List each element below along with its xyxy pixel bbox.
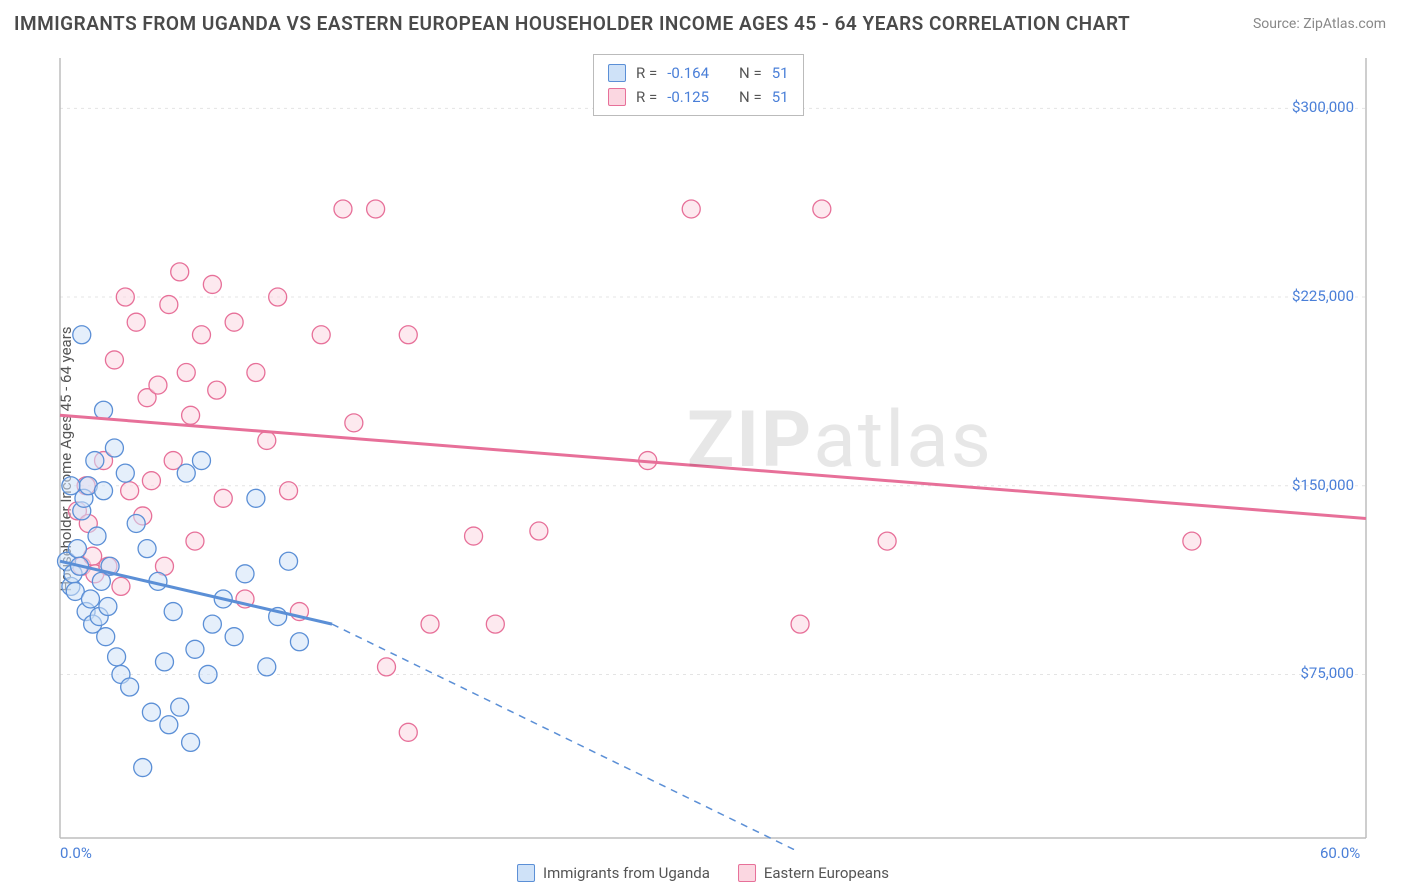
- legend-label-uganda: Immigrants from Uganda: [543, 864, 710, 882]
- y-tick-label: $300,000: [1292, 98, 1354, 116]
- legend-item-uganda: Immigrants from Uganda: [517, 864, 710, 882]
- stats-row-uganda: R = -0.164 N = 51: [608, 61, 789, 85]
- legend-item-eastern: Eastern Europeans: [738, 864, 889, 882]
- x-tick-min: 0.0%: [60, 844, 92, 862]
- stats-n-label: N =: [739, 61, 762, 85]
- legend-swatch-eastern: [738, 864, 756, 882]
- series-legend: Immigrants from Uganda Eastern Europeans: [517, 864, 889, 882]
- stats-r-label: R =: [636, 85, 657, 109]
- legend-swatch-uganda: [517, 864, 535, 882]
- y-tick-label: $150,000: [1292, 476, 1354, 494]
- source-link[interactable]: ZipAtlas.com: [1303, 16, 1386, 32]
- scatter-plot-svg: [50, 50, 1388, 850]
- stats-n-value-uganda: 51: [772, 61, 789, 85]
- source-label: Source:: [1253, 16, 1300, 32]
- stats-r-value-uganda: -0.164: [667, 61, 709, 85]
- x-tick-max: 60.0%: [1320, 844, 1360, 862]
- stats-swatch-eastern: [608, 88, 626, 106]
- chart-title: IMMIGRANTS FROM UGANDA VS EASTERN EUROPE…: [14, 12, 1130, 35]
- stats-n-label: N =: [739, 85, 762, 109]
- stats-r-value-eastern: -0.125: [667, 85, 709, 109]
- y-tick-label: $75,000: [1300, 664, 1354, 682]
- y-tick-label: $225,000: [1292, 287, 1354, 305]
- source-attribution: Source: ZipAtlas.com: [1253, 16, 1386, 32]
- stats-r-label: R =: [636, 61, 657, 85]
- correlation-stats-legend: R = -0.164 N = 51 R = -0.125 N = 51: [593, 54, 804, 116]
- stats-row-eastern: R = -0.125 N = 51: [608, 85, 789, 109]
- chart-plot-area: Householder Income Ages 45 - 64 years R …: [50, 50, 1388, 850]
- stats-n-value-eastern: 51: [772, 85, 789, 109]
- stats-swatch-uganda: [608, 64, 626, 82]
- legend-label-eastern: Eastern Europeans: [764, 864, 889, 882]
